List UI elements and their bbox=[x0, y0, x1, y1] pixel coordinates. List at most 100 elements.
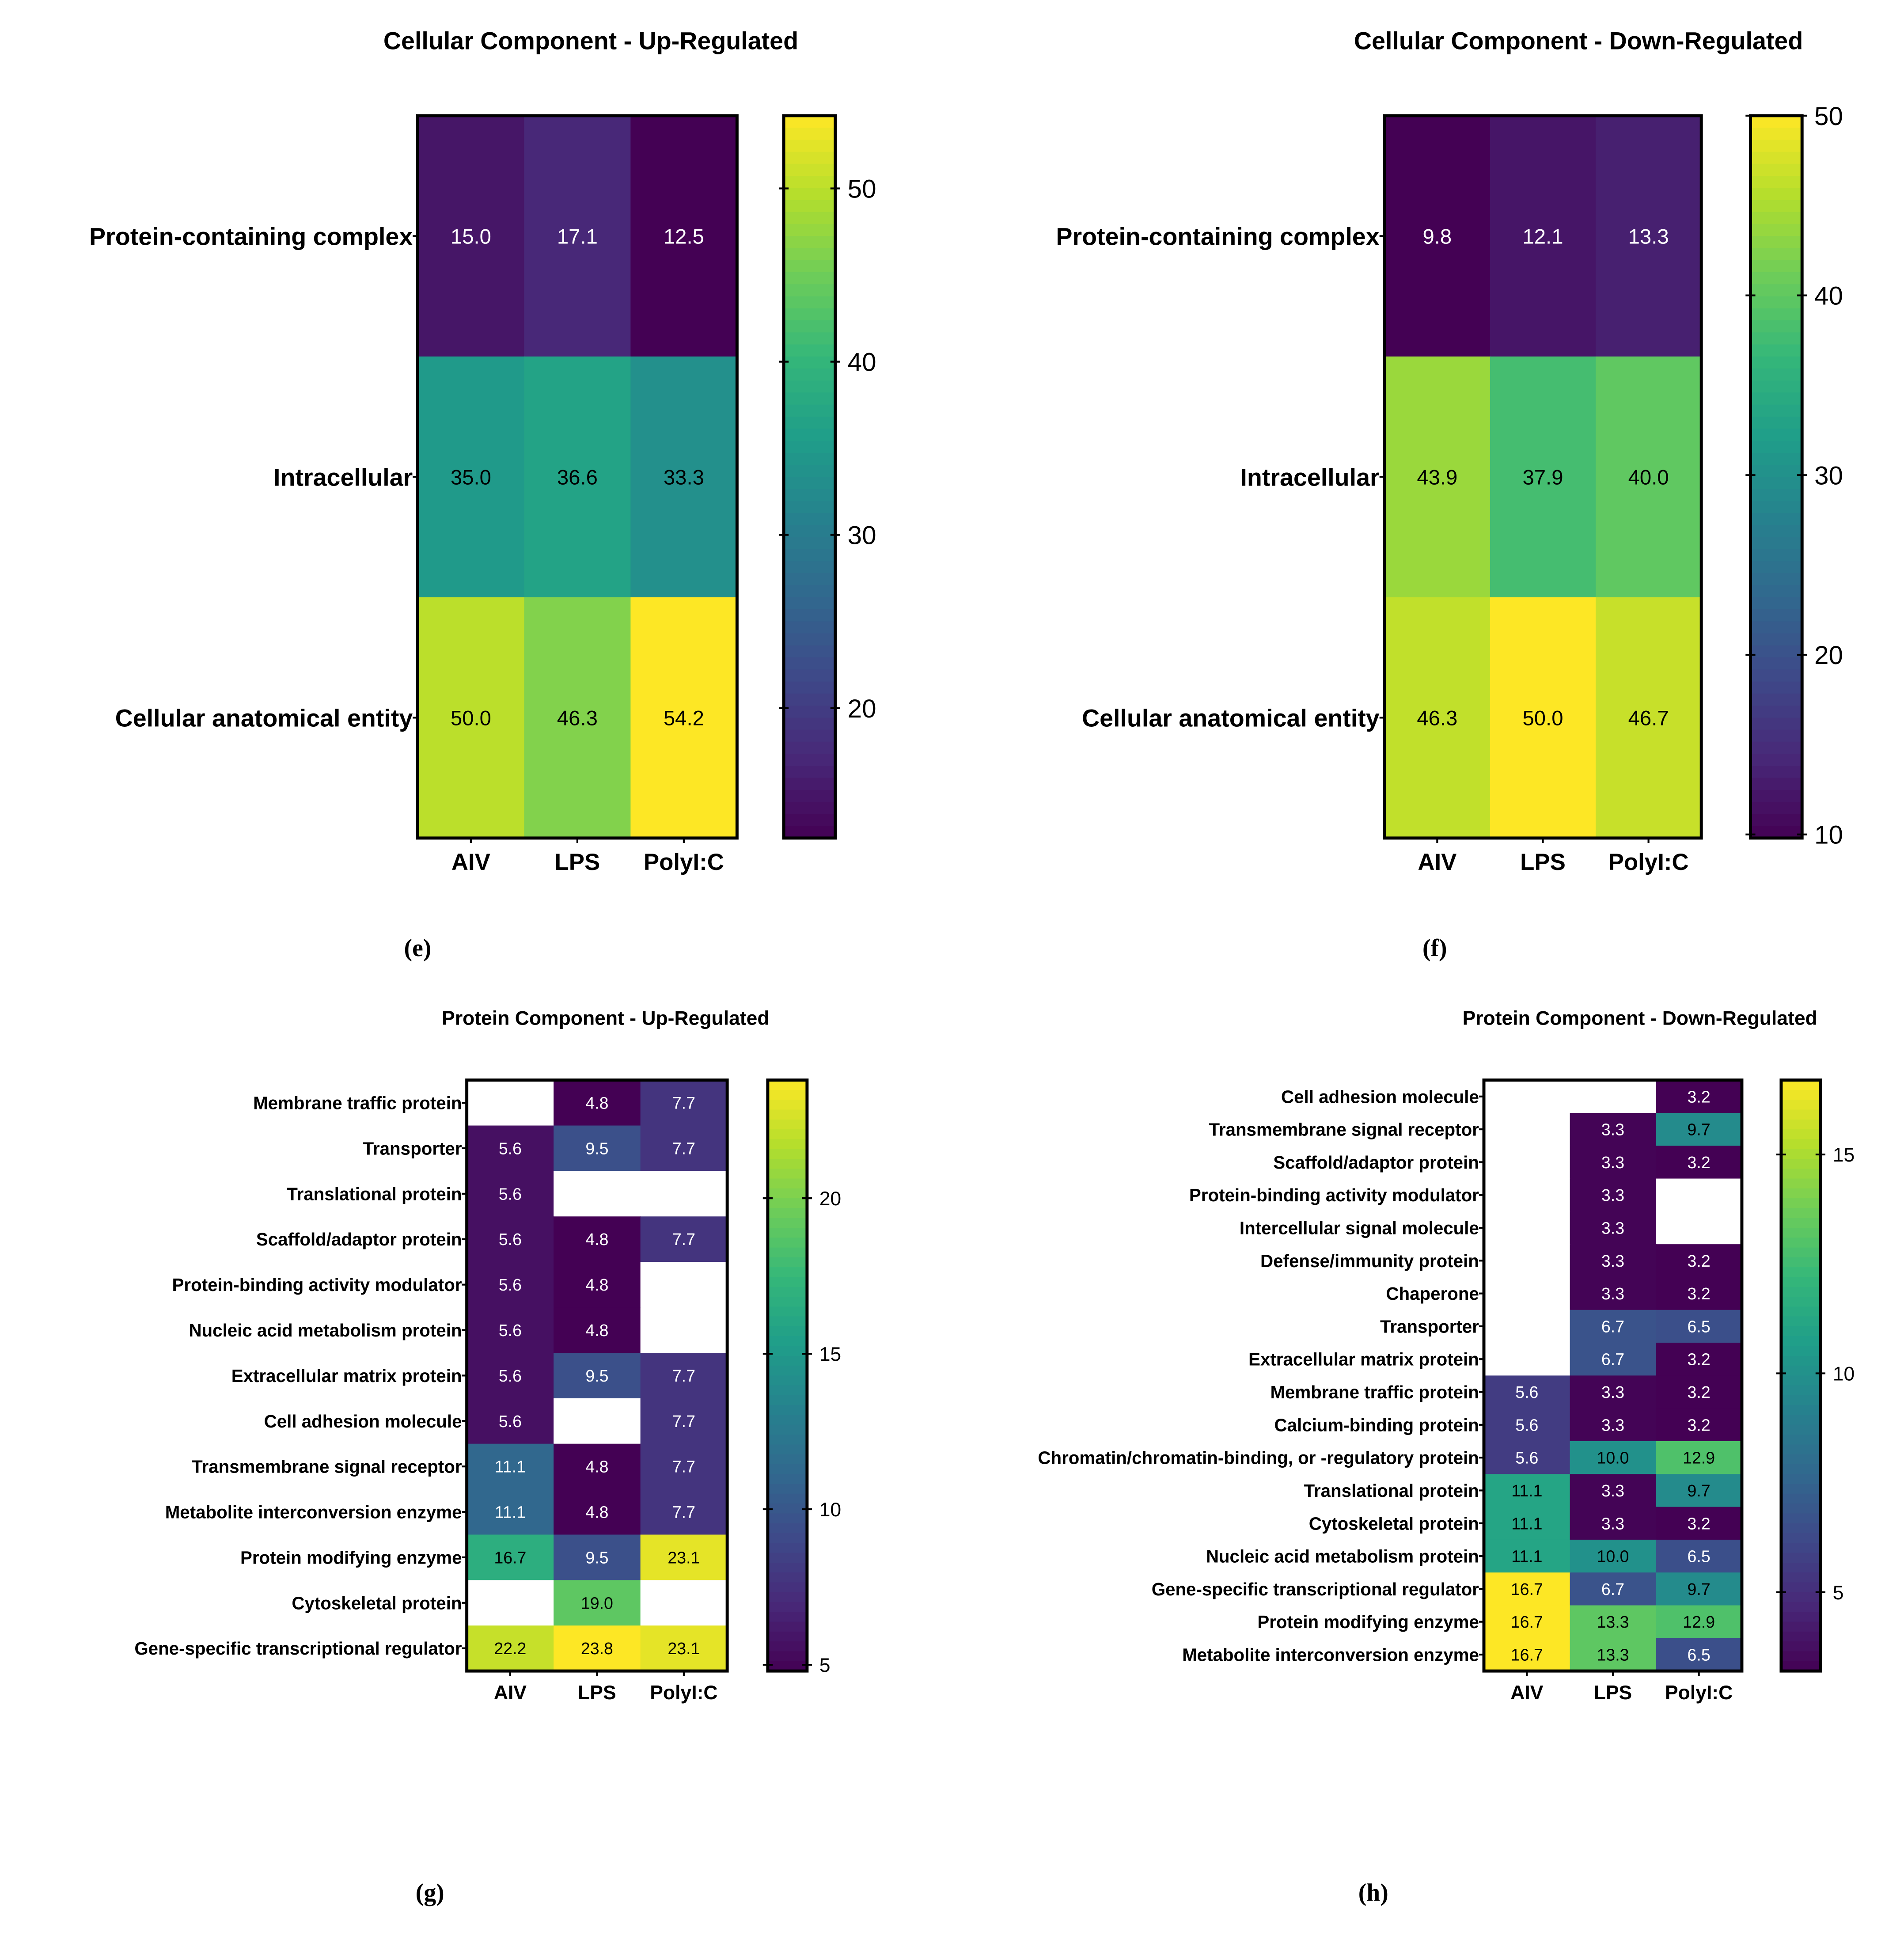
colorbar-segment bbox=[767, 1228, 807, 1238]
colorbar-tick-label: 40 bbox=[848, 348, 876, 377]
colorbar-segment bbox=[1781, 1405, 1821, 1416]
heatmap-cell bbox=[467, 1216, 554, 1263]
colorbar-segment bbox=[767, 1297, 807, 1308]
colorbar-segment bbox=[1781, 1493, 1821, 1504]
cell-value-label: 9.7 bbox=[1688, 1120, 1711, 1139]
heatmap-cell bbox=[417, 597, 525, 839]
colorbar: 10 20 30 40 50 bbox=[1745, 102, 1843, 850]
colorbar-segment bbox=[1781, 1188, 1821, 1199]
heatmap-cell bbox=[1484, 1507, 1571, 1541]
cell-value-label: 3.3 bbox=[1601, 1120, 1624, 1139]
colorbar-segment bbox=[1781, 1228, 1821, 1238]
heatmap-cell bbox=[1484, 1572, 1571, 1606]
heatmap-cell bbox=[467, 1262, 554, 1308]
cell-value-label: 4.8 bbox=[585, 1321, 608, 1340]
colorbar-segment bbox=[767, 1355, 807, 1367]
colorbar-segment bbox=[1750, 549, 1802, 562]
colorbar-segment bbox=[767, 1169, 807, 1180]
colorbar-segment bbox=[1750, 404, 1802, 418]
heatmap-cell-empty bbox=[1484, 1112, 1571, 1147]
colorbar: 5 10 15 bbox=[1776, 1078, 1855, 1673]
colorbar-segment bbox=[1750, 525, 1802, 538]
column-label: LPS bbox=[1520, 849, 1566, 875]
cell-value-label: 3.3 bbox=[1601, 1416, 1624, 1434]
colorbar-segment bbox=[1750, 248, 1802, 261]
colorbar-segment bbox=[1781, 1208, 1821, 1219]
colorbar-segment bbox=[1781, 1080, 1821, 1091]
colorbar-segment bbox=[1781, 1503, 1821, 1515]
colorbar: 20 30 40 50 bbox=[778, 114, 876, 840]
heatmap-cell bbox=[524, 115, 631, 357]
cell-value-label: 16.7 bbox=[1511, 1613, 1543, 1631]
heatmap-cell bbox=[1656, 1605, 1743, 1639]
row-label: Transporter bbox=[1380, 1317, 1479, 1336]
colorbar-segment bbox=[767, 1424, 807, 1435]
colorbar-segment bbox=[767, 1503, 807, 1515]
heatmap-cell bbox=[467, 1171, 554, 1217]
colorbar-segment bbox=[784, 537, 835, 550]
cell-value-label: 23.1 bbox=[668, 1639, 700, 1658]
cell-value-label: 16.7 bbox=[494, 1548, 526, 1567]
cell-value-label: 9.8 bbox=[1422, 225, 1452, 248]
colorbar-segment bbox=[784, 513, 835, 526]
colorbar-tick-label: 5 bbox=[819, 1655, 831, 1676]
cell-value-label: 3.2 bbox=[1688, 1153, 1711, 1172]
heatmap-cell bbox=[640, 1489, 728, 1535]
column-label: PolyI:C bbox=[644, 849, 724, 875]
colorbar-segment bbox=[1781, 1513, 1821, 1524]
colorbar-segment bbox=[767, 1100, 807, 1111]
colorbar-segment bbox=[767, 1375, 807, 1386]
colorbar-segment bbox=[767, 1238, 807, 1249]
colorbar-segment bbox=[767, 1109, 807, 1120]
colorbar-segment bbox=[767, 1415, 807, 1426]
heatmap-cell bbox=[1656, 1310, 1743, 1344]
colorbar-segment bbox=[1781, 1326, 1821, 1337]
cell-value-label: 3.2 bbox=[1688, 1416, 1711, 1434]
colorbar-segment bbox=[1781, 1651, 1821, 1662]
heatmap-cell bbox=[1384, 115, 1491, 357]
colorbar-segment bbox=[784, 440, 835, 454]
colorbar-segment bbox=[1750, 778, 1802, 791]
row-label: Cell adhesion molecule bbox=[264, 1412, 462, 1431]
column-label: AIV bbox=[451, 849, 490, 875]
heatmap-cell bbox=[554, 1080, 641, 1126]
colorbar-segment bbox=[1750, 212, 1802, 225]
colorbar-segment bbox=[767, 1257, 807, 1268]
row-label: Transmembrane signal receptor bbox=[192, 1457, 462, 1477]
cell-value-label: 3.3 bbox=[1601, 1153, 1624, 1172]
colorbar-segment bbox=[1750, 115, 1802, 129]
cell-value-label: 3.3 bbox=[1601, 1383, 1624, 1401]
cell-value-label: 23.8 bbox=[581, 1639, 613, 1658]
colorbar-segment bbox=[1781, 1454, 1821, 1465]
column-label: LPS bbox=[1594, 1682, 1632, 1704]
heatmap-cell bbox=[1656, 1474, 1743, 1508]
heatmap-cell-empty bbox=[1484, 1178, 1571, 1212]
cell-value-label: 5.6 bbox=[499, 1321, 522, 1340]
colorbar-segment bbox=[784, 465, 835, 478]
colorbar-segment bbox=[784, 477, 835, 490]
heatmap-cell-empty bbox=[1484, 1080, 1571, 1114]
colorbar-segment bbox=[784, 200, 835, 213]
cell-value-label: 12.1 bbox=[1522, 225, 1563, 248]
cell-value-label: 3.3 bbox=[1601, 1252, 1624, 1270]
colorbar-segment bbox=[784, 212, 835, 225]
colorbar-segment bbox=[784, 802, 835, 815]
cell-value-label: 3.2 bbox=[1688, 1087, 1711, 1106]
heatmap-g: Protein Component - Up-Regulated 4.8 7.7 5.… bbox=[134, 1008, 841, 1907]
heatmap-cell bbox=[1484, 1408, 1571, 1442]
colorbar-segment bbox=[784, 163, 835, 177]
cell-value-label: 17.1 bbox=[557, 225, 598, 248]
heatmap-cell bbox=[554, 1625, 641, 1672]
cell-value-label: 46.3 bbox=[1417, 706, 1457, 730]
cell-value-label: 11.1 bbox=[1511, 1514, 1542, 1533]
colorbar-segment bbox=[784, 669, 835, 683]
cell-value-label: 7.7 bbox=[672, 1230, 695, 1249]
colorbar-segment bbox=[1781, 1474, 1821, 1485]
heatmap-cell bbox=[1656, 1080, 1743, 1114]
colorbar-segment bbox=[784, 597, 835, 610]
colorbar-segment bbox=[784, 260, 835, 273]
colorbar-segment bbox=[1781, 1572, 1821, 1583]
colorbar: 5 10 15 20 bbox=[762, 1078, 841, 1676]
colorbar-segment bbox=[1750, 320, 1802, 334]
